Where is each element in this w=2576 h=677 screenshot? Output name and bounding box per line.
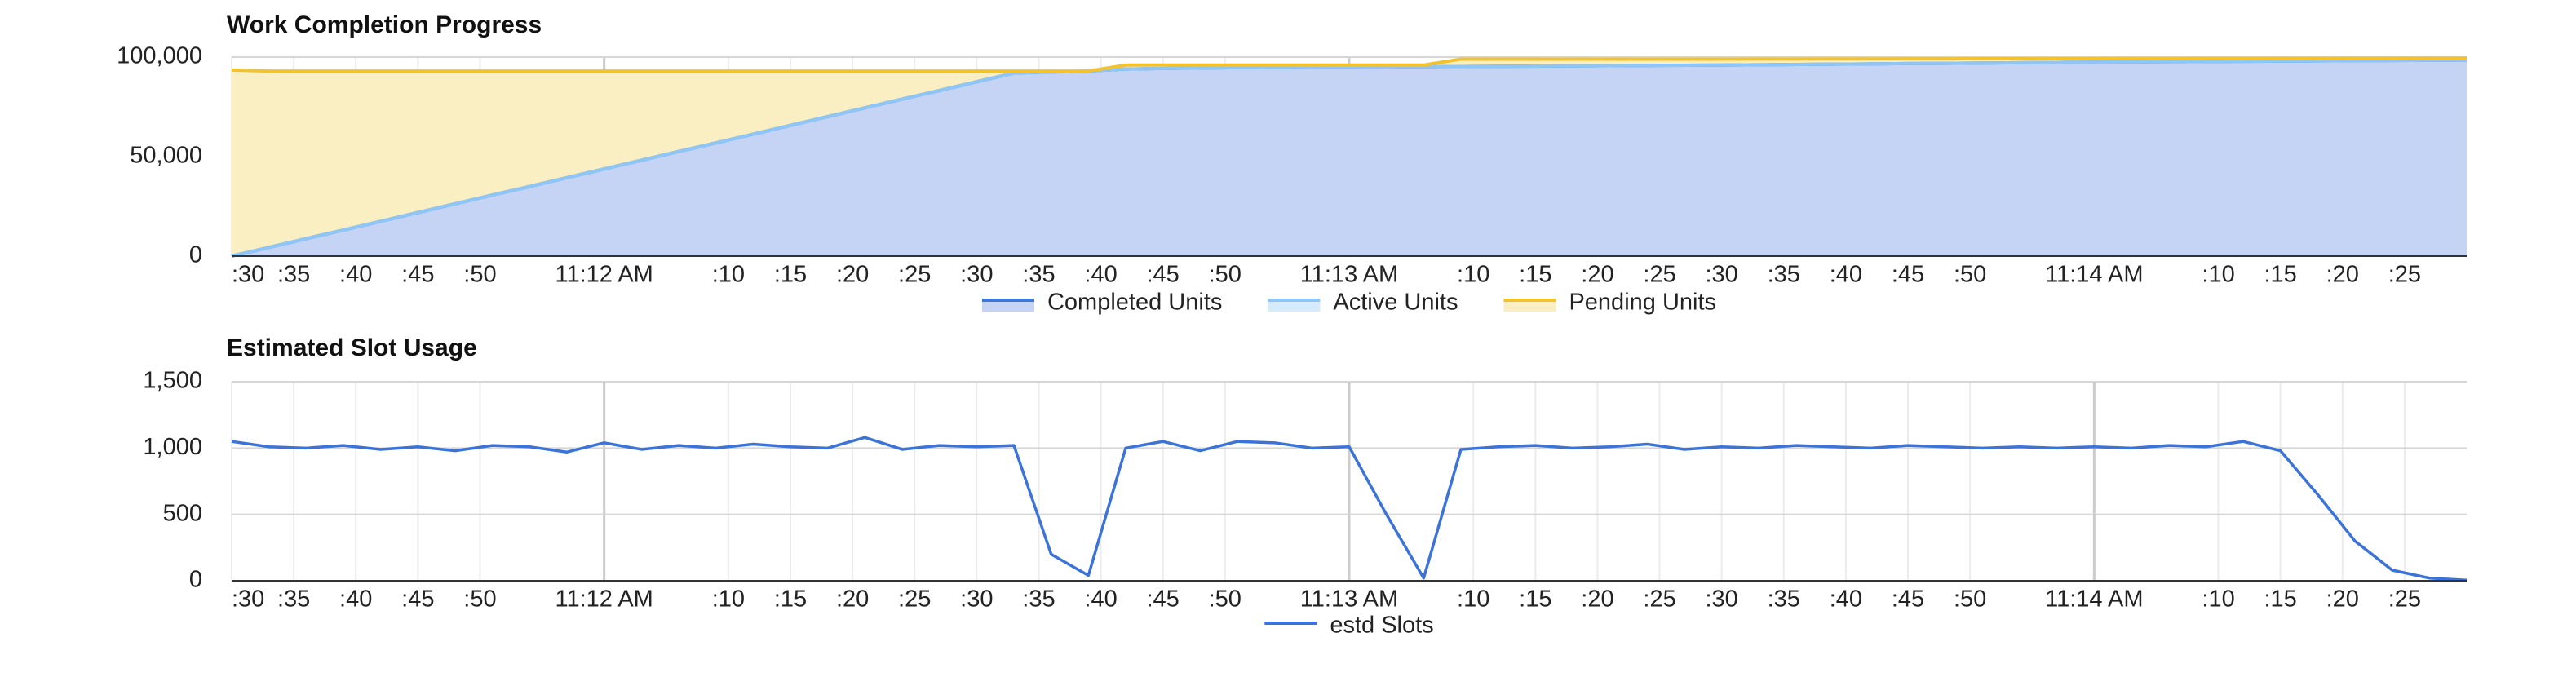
y-tick-label: 0 — [189, 242, 202, 268]
x-tick-label: :30 — [232, 262, 264, 288]
x-tick-label: :50 — [463, 586, 496, 613]
x-tick-label: :25 — [2388, 262, 2421, 288]
chart-title: Work Completion Progress — [227, 11, 542, 38]
x-tick-label: 11:14 AM — [2045, 586, 2143, 613]
x-tick-label: :45 — [1892, 586, 1924, 613]
x-tick-label: :15 — [2264, 262, 2297, 288]
x-tick-label: :45 — [401, 262, 434, 288]
legend-item: Pending Units — [1503, 290, 1716, 316]
x-tick-label: :40 — [339, 262, 372, 288]
legend-swatch — [1503, 300, 1556, 312]
x-tick-label: :45 — [1892, 262, 1924, 288]
x-tick-label: :30 — [232, 586, 264, 613]
x-tick-label: :15 — [1519, 262, 1551, 288]
x-tick-label: :15 — [774, 262, 807, 288]
x-tick-label: :25 — [1643, 262, 1675, 288]
legend-label: estd Slots — [1330, 613, 1433, 639]
y-tick-label: 500 — [163, 500, 202, 526]
chart-title: Estimated Slot Usage — [227, 334, 477, 361]
x-tick-label: :20 — [1581, 586, 1613, 613]
x-tick-label: :45 — [1147, 586, 1180, 613]
x-tick-label: :10 — [712, 586, 745, 613]
legend-label: Active Units — [1333, 290, 1458, 316]
x-tick-label: :25 — [898, 262, 931, 288]
x-tick-label: :20 — [836, 262, 869, 288]
y-tick-label: 0 — [189, 567, 202, 593]
x-tick-label: :35 — [1768, 262, 1800, 288]
legend-swatch — [981, 300, 1034, 312]
y-tick-label: 1,500 — [143, 368, 202, 394]
x-tick-label: :35 — [1768, 586, 1800, 613]
x-tick-label: :10 — [1457, 262, 1489, 288]
x-tick-label: :20 — [1581, 262, 1613, 288]
area-fill — [232, 58, 2467, 256]
x-tick-label: :35 — [277, 262, 310, 288]
x-tick-label: :25 — [898, 586, 931, 613]
series-line — [231, 56, 2468, 73]
x-tick-label: :15 — [1519, 586, 1551, 613]
x-tick-label: 11:12 AM — [555, 262, 653, 288]
x-tick-label: :50 — [1954, 586, 1986, 613]
x-tick-label: :15 — [774, 586, 807, 613]
x-tick-label: :45 — [1147, 262, 1180, 288]
x-tick-label: :30 — [960, 586, 993, 613]
x-tick-label: :20 — [836, 586, 869, 613]
area-fill — [232, 60, 2467, 256]
y-tick-label: 100,000 — [117, 43, 202, 69]
legend-label: Completed Units — [1047, 290, 1222, 316]
x-tick-label: :25 — [2388, 586, 2421, 613]
x-tick-label: :50 — [1209, 262, 1242, 288]
x-tick-label: :20 — [2326, 586, 2359, 613]
legend-item: Completed Units — [981, 290, 1222, 316]
x-tick-label: :40 — [1830, 262, 1862, 288]
x-tick-label: :35 — [277, 586, 310, 613]
x-tick-label: :50 — [463, 262, 496, 288]
y-tick-label: 1,000 — [143, 434, 202, 460]
x-tick-label: :35 — [1022, 262, 1055, 288]
x-tick-label: 11:14 AM — [2045, 262, 2143, 288]
x-tick-label: :50 — [1954, 262, 1986, 288]
legend: estd Slots — [1264, 613, 1434, 639]
x-tick-label: :30 — [1706, 586, 1738, 613]
x-tick-label: 11:13 AM — [1300, 586, 1398, 613]
legend-swatch — [1268, 300, 1321, 312]
x-tick-label: :40 — [1084, 586, 1117, 613]
legend-item: estd Slots — [1264, 613, 1434, 639]
x-tick-label: :10 — [2202, 262, 2234, 288]
x-tick-label: 11:12 AM — [555, 586, 653, 613]
x-tick-label: :10 — [2202, 586, 2234, 613]
x-tick-label: :40 — [339, 586, 372, 613]
legend-label: Pending Units — [1569, 290, 1716, 316]
x-tick-label: :45 — [401, 586, 434, 613]
legend: Completed Units Active Units Pending Units — [981, 290, 1716, 316]
x-tick-label: :30 — [1706, 262, 1738, 288]
x-tick-label: :10 — [1457, 586, 1489, 613]
series-line — [231, 58, 2468, 258]
x-tick-label: :20 — [2326, 262, 2359, 288]
x-tick-label: :30 — [960, 262, 993, 288]
x-tick-label: 11:13 AM — [1300, 262, 1398, 288]
x-tick-label: :40 — [1084, 262, 1117, 288]
y-tick-label: 50,000 — [130, 143, 202, 169]
x-tick-label: :25 — [1643, 586, 1675, 613]
x-tick-label: :10 — [712, 262, 745, 288]
series-line — [231, 436, 2468, 582]
x-tick-label: :50 — [1209, 586, 1242, 613]
x-tick-label: :40 — [1830, 586, 1862, 613]
x-tick-label: :15 — [2264, 586, 2297, 613]
legend-item: Active Units — [1268, 290, 1458, 316]
x-tick-label: :35 — [1022, 586, 1055, 613]
